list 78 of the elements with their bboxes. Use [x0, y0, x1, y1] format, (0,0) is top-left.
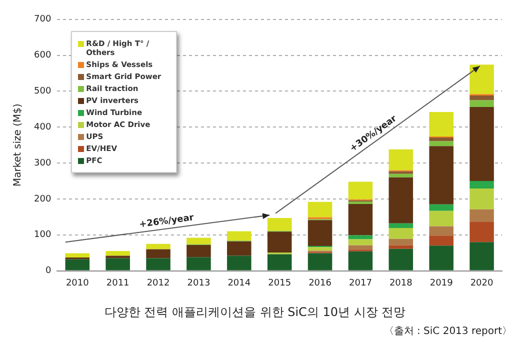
- bar: [388, 177, 414, 224]
- x-tick-label: 2017: [349, 278, 372, 289]
- bar: [227, 256, 252, 270]
- y-tick-label: 500: [34, 86, 52, 97]
- x-tick-label: 2010: [66, 278, 90, 289]
- bar: [388, 171, 414, 174]
- bar: [227, 231, 252, 241]
- bar: [470, 188, 494, 210]
- text: 다양한 전력 애플리케이션을 위한 SiC의 10년 시장 전망: [104, 304, 406, 319]
- bar: [308, 220, 332, 246]
- bar: [267, 232, 292, 252]
- bar: [267, 218, 292, 231]
- bar: [429, 246, 454, 270]
- bar: [146, 258, 170, 270]
- x-tick-label: 2012: [146, 278, 170, 289]
- x-tick-label: 2015: [268, 278, 292, 289]
- x-tick-label: 2016: [308, 278, 332, 289]
- bar: [429, 141, 454, 146]
- bar: [348, 235, 373, 240]
- x-tick-label: 2013: [187, 278, 210, 289]
- bar: [106, 256, 130, 258]
- bar: [429, 210, 454, 226]
- annotation: +26%/year: [138, 213, 195, 230]
- bar: [470, 64, 494, 94]
- x-tick-label: 2020: [470, 278, 494, 289]
- bar: [308, 247, 332, 251]
- x-tick-label: 2019: [430, 278, 454, 289]
- y-tick-label: 400: [34, 122, 52, 132]
- bar: [186, 244, 211, 258]
- x-tick-label: 2018: [389, 278, 413, 289]
- bar: [388, 228, 414, 239]
- bar: [348, 245, 373, 250]
- bar: [186, 238, 211, 244]
- y-tick-label: 100: [34, 230, 52, 240]
- bar: [470, 100, 494, 108]
- bar: [470, 242, 494, 270]
- y-axis-title: Market size (M$): [12, 104, 24, 187]
- bar: [106, 258, 130, 270]
- bar: [429, 146, 454, 204]
- y-tick-label: 200: [34, 194, 52, 204]
- x-tick-label: 2014: [228, 278, 251, 289]
- bar: [348, 204, 373, 236]
- bar: [348, 251, 373, 270]
- bar: [348, 201, 373, 204]
- bar: [470, 181, 494, 189]
- bar: [267, 254, 292, 270]
- bar: [388, 245, 414, 249]
- y-tick-label: 700: [34, 14, 52, 25]
- bar: [388, 238, 414, 246]
- bar: [227, 241, 252, 256]
- bar: [388, 223, 414, 228]
- bar: [186, 257, 211, 270]
- bar: [146, 249, 170, 258]
- x-tick-label: 2011: [106, 278, 130, 289]
- bar: [470, 222, 494, 242]
- text: 〈출처 : SiC 2013 report〉: [382, 325, 512, 338]
- y-tick-label: 0: [45, 266, 52, 276]
- bar: [388, 174, 414, 178]
- bar: [470, 209, 494, 222]
- bar: [65, 253, 90, 258]
- bar: [429, 236, 454, 246]
- bar: [146, 244, 170, 250]
- bar: [308, 253, 332, 270]
- y-tick-label: 300: [34, 158, 52, 168]
- bar: [388, 248, 414, 270]
- bar: [429, 226, 454, 236]
- bar: [106, 251, 130, 256]
- bar: [429, 112, 454, 136]
- bar: [65, 259, 90, 270]
- bar: [308, 202, 332, 218]
- y-tick-label: 600: [34, 50, 52, 61]
- bar: [470, 96, 494, 100]
- bar: [348, 239, 373, 246]
- bar: [429, 204, 454, 211]
- bar: [470, 107, 494, 182]
- bar: [429, 138, 454, 142]
- bar: [388, 149, 414, 170]
- bar: [348, 182, 373, 200]
